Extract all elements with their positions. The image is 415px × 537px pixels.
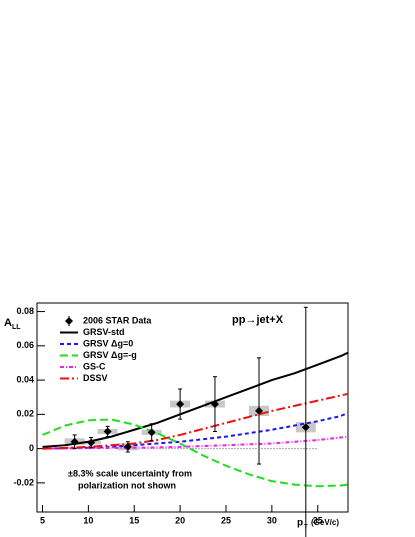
x-tick-label: 5 xyxy=(40,515,45,525)
y-axis-label: A xyxy=(4,317,12,329)
legend-symbol xyxy=(65,317,73,325)
legend-label: GRSV-std xyxy=(83,327,125,337)
y-tick-label: -0.02 xyxy=(13,477,34,487)
curve xyxy=(42,411,349,450)
y-tick-label: 0.02 xyxy=(16,409,34,419)
curve xyxy=(42,392,349,450)
annotation: polarization not shown xyxy=(78,480,176,490)
chart-title: pp→jet+X xyxy=(232,314,284,326)
x-tick-label: 30 xyxy=(267,515,277,525)
x-axis-label: p xyxy=(297,518,303,529)
legend-label: GS-C xyxy=(83,361,106,371)
x-tick-label: 25 xyxy=(221,515,231,525)
data-point xyxy=(87,438,96,447)
plot-frame xyxy=(36,302,349,513)
data-point xyxy=(103,427,112,436)
data-point xyxy=(123,442,132,451)
data-point xyxy=(255,406,264,415)
annotation: ±8.3% scale uncertainty from xyxy=(68,468,192,478)
x-tick-label: 35 xyxy=(313,515,323,525)
y-axis-label-sub: LL xyxy=(12,324,21,331)
y-tick-label: 0.04 xyxy=(16,374,34,384)
data-point xyxy=(301,423,310,432)
legend-label: DSSV xyxy=(83,373,108,383)
legend-label: GRSV Δg=0 xyxy=(83,338,133,348)
curve xyxy=(42,418,349,488)
y-tick-label: 0.06 xyxy=(16,340,34,350)
data-point xyxy=(210,400,219,409)
legend-label: GRSV Δg=-g xyxy=(83,350,137,360)
curve xyxy=(42,435,349,450)
data-point xyxy=(176,400,185,409)
x-tick-label: 10 xyxy=(83,515,93,525)
x-axis-label-unit: (GeV/c) xyxy=(311,518,339,527)
y-tick-label: 0.08 xyxy=(16,306,34,316)
x-tick-label: 15 xyxy=(129,515,139,525)
x-tick-label: 20 xyxy=(175,515,185,525)
data-point xyxy=(70,437,79,446)
curve xyxy=(42,351,349,448)
y-tick-label: 0 xyxy=(29,443,34,453)
legend-label: 2006 STAR Data xyxy=(83,315,152,325)
data-point xyxy=(147,428,156,437)
